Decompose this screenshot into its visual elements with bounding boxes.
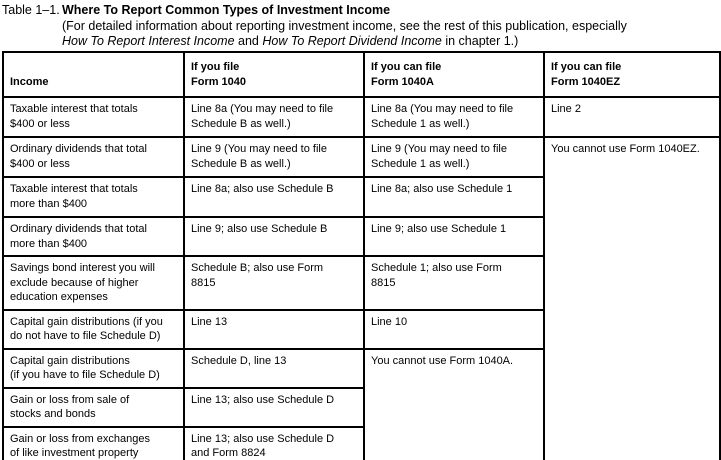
subtitle-italic-interest: How To Report Interest Income — [62, 34, 235, 48]
subtitle-and: and — [234, 34, 263, 48]
col-header-form1040: If you file Form 1040 — [183, 51, 365, 98]
cell-form1040: Line 8a; also use Schedule B — [183, 176, 365, 218]
cell-form1040: Line 13 — [183, 308, 365, 350]
cell-form1040: Line 13; also use Schedule D and Form 88… — [183, 425, 365, 460]
subtitle-tail: in chapter 1.) — [441, 34, 519, 48]
cell-form1040a: Line 8a; also use Schedule 1 — [363, 176, 545, 218]
table-row: Ordinary dividends that total more than … — [2, 216, 720, 257]
cell-form1040: Line 8a (You may need to file Schedule B… — [183, 96, 365, 138]
table-row: Ordinary dividends that total $400 or le… — [2, 136, 721, 460]
cell-income: Capital gain distributions (if you do no… — [2, 308, 185, 350]
merged-cell-no-1040a: You cannot use Form 1040A. — [363, 347, 545, 460]
table-subtitle-line1: (For detailed information about reportin… — [62, 19, 717, 35]
table-row: Taxable interest that totals $400 or les… — [2, 96, 721, 138]
table-caption: Table 1–1. Where To Report Common Types … — [2, 3, 717, 50]
cell-form1040: Schedule B; also use Form 8815 — [183, 255, 365, 311]
cell-form1040: Line 9; also use Schedule B — [183, 216, 365, 257]
cell-income: Gain or loss from exchanges of like inve… — [2, 425, 185, 460]
cell-income: Ordinary dividends that total $400 or le… — [2, 136, 185, 178]
table-row: Taxable interest that totals more than $… — [2, 176, 720, 218]
col-header-income: Income — [2, 51, 185, 98]
table-row: Capital gain distributions (if you do no… — [2, 308, 720, 350]
cell-form1040: Line 9 (You may need to file Schedule B … — [183, 136, 365, 178]
cell-form1040a: Line 10 — [363, 308, 545, 350]
cell-form1040a: Line 8a (You may need to file Schedule 1… — [363, 96, 545, 138]
cell-income: Savings bond interest you will exclude b… — [2, 255, 185, 311]
table-subtitle-line2: How To Report Interest Income and How To… — [62, 34, 717, 50]
subtitle-text-1: (For detailed information about reportin… — [62, 18, 627, 33]
cell-income: Ordinary dividends that total more than … — [2, 216, 185, 257]
table-caption-line1: Table 1–1. Where To Report Common Types … — [2, 3, 717, 19]
col-header-form1040ez: If you can file Form 1040EZ — [543, 51, 721, 98]
table-title: Where To Report Common Types of Investme… — [62, 3, 391, 17]
col-header-form1040a: If you can file Form 1040A — [363, 51, 545, 98]
cell-form1040a: Line 9 (You may need to file Schedule 1 … — [363, 136, 545, 178]
table-row: Savings bond interest you will exclude b… — [2, 255, 720, 311]
cell-income: Taxable interest that totals more than $… — [2, 176, 185, 218]
table-row: Gain or loss from sale of stocks and bon… — [2, 386, 720, 428]
cell-form1040a: Line 9; also use Schedule 1 — [363, 216, 545, 257]
table-row: Capital gain distributions (if you have … — [2, 347, 720, 460]
cell-form1040a: Schedule 1; also use Form 8815 — [363, 255, 545, 311]
cell-form1040: Line 13; also use Schedule D — [183, 386, 365, 428]
cell-income: Taxable interest that totals $400 or les… — [2, 96, 185, 138]
merged-cell-no-1040ez: You cannot use Form 1040EZ. — [543, 136, 721, 460]
table-number-label: Table 1–1. — [2, 3, 60, 17]
cell-income: Capital gain distributions (if you have … — [2, 347, 185, 389]
cell-income: Gain or loss from sale of stocks and bon… — [2, 386, 185, 428]
cell-form1040ez: Line 2 — [543, 96, 721, 138]
subtitle-italic-dividend: How To Report Dividend Income — [262, 34, 442, 48]
cell-form1040: Schedule D, line 13 — [183, 347, 365, 389]
header-row: Income If you file Form 1040 If you can f… — [2, 51, 721, 98]
table-row: Gain or loss from exchanges of like inve… — [2, 425, 720, 460]
investment-income-table: Income If you file Form 1040 If you can f… — [2, 51, 721, 460]
